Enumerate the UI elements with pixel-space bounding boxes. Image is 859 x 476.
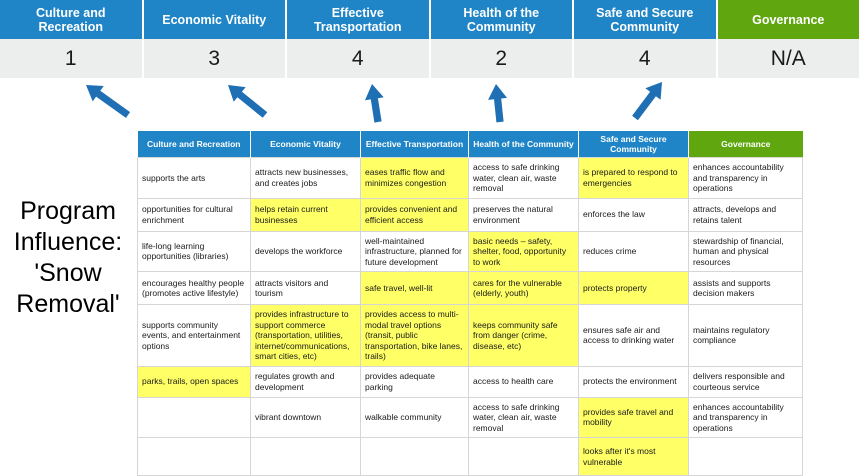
matrix-cell: maintains regulatory compliance	[689, 305, 803, 367]
matrix-header-governance: Governance	[689, 131, 803, 158]
matrix-cell: assists and supports decision makers	[689, 272, 803, 305]
matrix-row: encourages healthy people (promotes acti…	[138, 272, 803, 305]
matrix-cell: attracts, develops and retains talent	[689, 198, 803, 231]
matrix-cell: provides convenient and efficient access	[361, 198, 469, 231]
matrix-cell: looks after it's most vulnerable	[579, 438, 689, 476]
program-influence-label: Program Influence: 'Snow Removal'	[4, 196, 132, 320]
arrow-economic-vitality	[228, 85, 267, 118]
matrix-cell: reduces crime	[579, 231, 689, 272]
matrix-cell: cares for the vulnerable (elderly, youth…	[469, 272, 579, 305]
arrow-culture-and-recreation	[86, 85, 130, 118]
matrix-cell	[251, 438, 361, 476]
matrix-cell: parks, trails, open spaces	[138, 366, 251, 397]
scorecard-value-economic-vitality: 3	[144, 39, 288, 78]
matrix-cell	[138, 397, 251, 438]
matrix-cell: enforces the law	[579, 198, 689, 231]
matrix-cell: attracts visitors and tourism	[251, 272, 361, 305]
program-label-line-1: Program	[4, 196, 132, 227]
matrix-cell: supports the arts	[138, 158, 251, 199]
arrow-health-of-the-community	[488, 84, 507, 122]
scorecard-header-health-of-the-community: Health of the Community	[431, 0, 575, 39]
scorecard-value-health-of-the-community: 2	[431, 39, 575, 78]
matrix-cell: basic needs – safety, shelter, food, opp…	[469, 231, 579, 272]
matrix-header-economic-vitality: Economic Vitality	[251, 131, 361, 158]
scorecard-value-governance: N/A	[718, 39, 859, 78]
program-label-line-3: 'Snow	[4, 258, 132, 289]
scorecard-value-effective-transportation: 4	[287, 39, 431, 78]
arrow-effective-transportation	[365, 84, 384, 123]
matrix-cell: access to safe drinking water, clean air…	[469, 158, 579, 199]
matrix-cell: protects property	[579, 272, 689, 305]
program-label-line-2: Influence:	[4, 227, 132, 258]
matrix-cell	[469, 438, 579, 476]
program-label-line-4: Removal'	[4, 289, 132, 320]
matrix-cell: keeps community safe from danger (crime,…	[469, 305, 579, 367]
scorecard-header-effective-transportation: Effective Transportation	[287, 0, 431, 39]
matrix-row: life-long learning opportunities (librar…	[138, 231, 803, 272]
scorecard-header-economic-vitality: Economic Vitality	[144, 0, 288, 39]
matrix-cell: provides safe travel and mobility	[579, 397, 689, 438]
matrix-cell	[689, 438, 803, 476]
matrix-cell: attracts new businesses, and creates job…	[251, 158, 361, 199]
matrix-cell: walkable community	[361, 397, 469, 438]
arrow-safe-and-secure-community	[632, 82, 662, 120]
matrix-cell: preserves the natural environment	[469, 198, 579, 231]
scorecard-value-culture-and-recreation: 1	[0, 39, 144, 78]
matrix-cell: opportunities for cultural enrichment	[138, 198, 251, 231]
matrix-cell: supports community events, and entertain…	[138, 305, 251, 367]
matrix-cell: vibrant downtown	[251, 397, 361, 438]
matrix-row: looks after it's most vulnerable	[138, 438, 803, 476]
matrix-cell: stewardship of financial, human and phys…	[689, 231, 803, 272]
matrix-cell	[138, 438, 251, 476]
matrix-cell	[361, 438, 469, 476]
matrix-cell: access to health care	[469, 366, 579, 397]
matrix-cell: eases traffic flow and minimizes congest…	[361, 158, 469, 199]
matrix-header-health-of-the-community: Health of the Community	[469, 131, 579, 158]
matrix-row: supports community events, and entertain…	[138, 305, 803, 367]
matrix-cell: provides access to multi-modal travel op…	[361, 305, 469, 367]
matrix-cell: is prepared to respond to emergencies	[579, 158, 689, 199]
matrix-cell: enhances accountability and transparency…	[689, 397, 803, 438]
matrix-cell: access to safe drinking water, clean air…	[469, 397, 579, 438]
matrix-cell: delivers responsible and courteous servi…	[689, 366, 803, 397]
scorecard-header-governance: Governance	[718, 0, 859, 39]
matrix-cell: enhances accountability and transparency…	[689, 158, 803, 199]
scorecard-header-culture-and-recreation: Culture and Recreation	[0, 0, 144, 39]
matrix-cell: regulates growth and development	[251, 366, 361, 397]
matrix-cell: protects the environment	[579, 366, 689, 397]
matrix-header-safe-and-secure-community: Safe and Secure Community	[579, 131, 689, 158]
matrix-cell: develops the workforce	[251, 231, 361, 272]
matrix-cell: ensures safe air and access to drinking …	[579, 305, 689, 367]
scorecard-header-safe-and-secure-community: Safe and Secure Community	[574, 0, 718, 39]
matrix-cell: provides adequate parking	[361, 366, 469, 397]
matrix-cell: life-long learning opportunities (librar…	[138, 231, 251, 272]
matrix-cell: provides infrastructure to support comme…	[251, 305, 361, 367]
matrix-cell: well-maintained infrastructure, planned …	[361, 231, 469, 272]
matrix-header-effective-transportation: Effective Transportation	[361, 131, 469, 158]
matrix-cell: safe travel, well-lit	[361, 272, 469, 305]
matrix-cell: encourages healthy people (promotes acti…	[138, 272, 251, 305]
matrix-cell: helps retain current businesses	[251, 198, 361, 231]
scorecard-value-safe-and-secure-community: 4	[574, 39, 718, 78]
matrix-header-culture-and-recreation: Culture and Recreation	[138, 131, 251, 158]
